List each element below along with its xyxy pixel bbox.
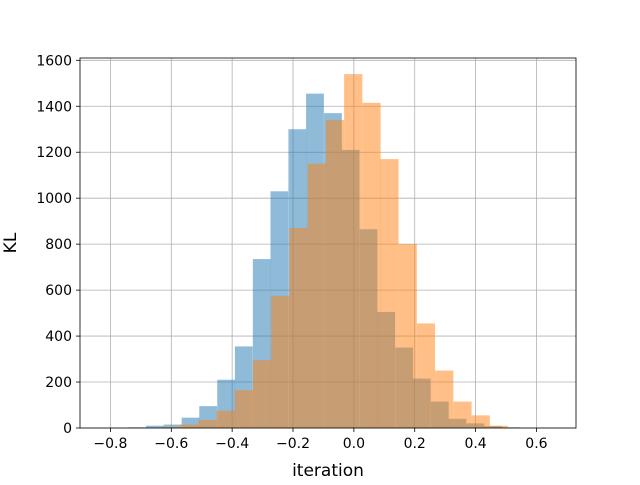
histogram-bar-series-1 — [181, 417, 200, 428]
histogram-bar-series-2 — [471, 415, 490, 428]
y-tick-label: 1400 — [36, 99, 72, 115]
histogram-bar-series-1 — [146, 425, 164, 428]
y-tick-label: 400 — [45, 329, 72, 345]
histogram-bar-series-2 — [252, 360, 272, 428]
y-tick-label: 1000 — [36, 191, 72, 207]
x-tick-label: 0.2 — [404, 436, 426, 452]
y-tick-label: 1600 — [36, 53, 72, 69]
histogram-bar-series-2 — [216, 410, 235, 428]
histogram-bar-series-2 — [271, 295, 290, 428]
histogram-bar-series-2 — [234, 390, 254, 428]
histogram-bar-series-2 — [398, 244, 417, 428]
y-tick-label: 800 — [45, 237, 72, 253]
x-tick-label: −0.6 — [154, 436, 188, 452]
histogram-bar-series-2 — [380, 159, 399, 428]
histogram-bar-series-2 — [198, 419, 217, 428]
y-tick-label: 200 — [45, 375, 72, 391]
y-tick-label: 1200 — [36, 145, 72, 161]
x-tick-label: −0.2 — [276, 436, 310, 452]
histogram-bar-series-2 — [180, 424, 199, 428]
histogram-bar-series-2 — [344, 74, 363, 428]
y-tick-label: 0 — [63, 421, 72, 437]
histogram-bar-series-2 — [362, 102, 381, 429]
histogram-bar-series-2 — [453, 401, 472, 428]
plot-frame — [79, 57, 577, 429]
histogram-bar-series-2 — [325, 120, 345, 429]
histogram-bar-series-1 — [163, 424, 182, 428]
histogram-bar-series-2 — [307, 163, 326, 428]
histogram-bar-series-2 — [416, 323, 436, 428]
x-axis-label: iteration — [292, 461, 364, 480]
y-axis-label: KL — [1, 232, 21, 253]
histogram-bar-series-2 — [435, 370, 454, 428]
histogram-bar-series-2 — [489, 425, 508, 428]
x-tick-label: −0.4 — [215, 436, 249, 452]
x-tick-label: 0.0 — [343, 436, 365, 452]
ticks: −0.8 −0.6 −0.4 −0.2 0.0 0.2 0.4 0.6 0 200 400 600 80… — [36, 53, 547, 452]
histogram-bar-series-2 — [161, 426, 181, 428]
x-tick-label: 0.6 — [525, 436, 547, 452]
x-tick-label: −0.8 — [93, 436, 127, 452]
y-tick-label: 600 — [45, 283, 72, 299]
bars — [128, 74, 520, 429]
x-tick-label: 0.4 — [464, 436, 486, 452]
histogram-bar-series-2 — [289, 228, 308, 428]
